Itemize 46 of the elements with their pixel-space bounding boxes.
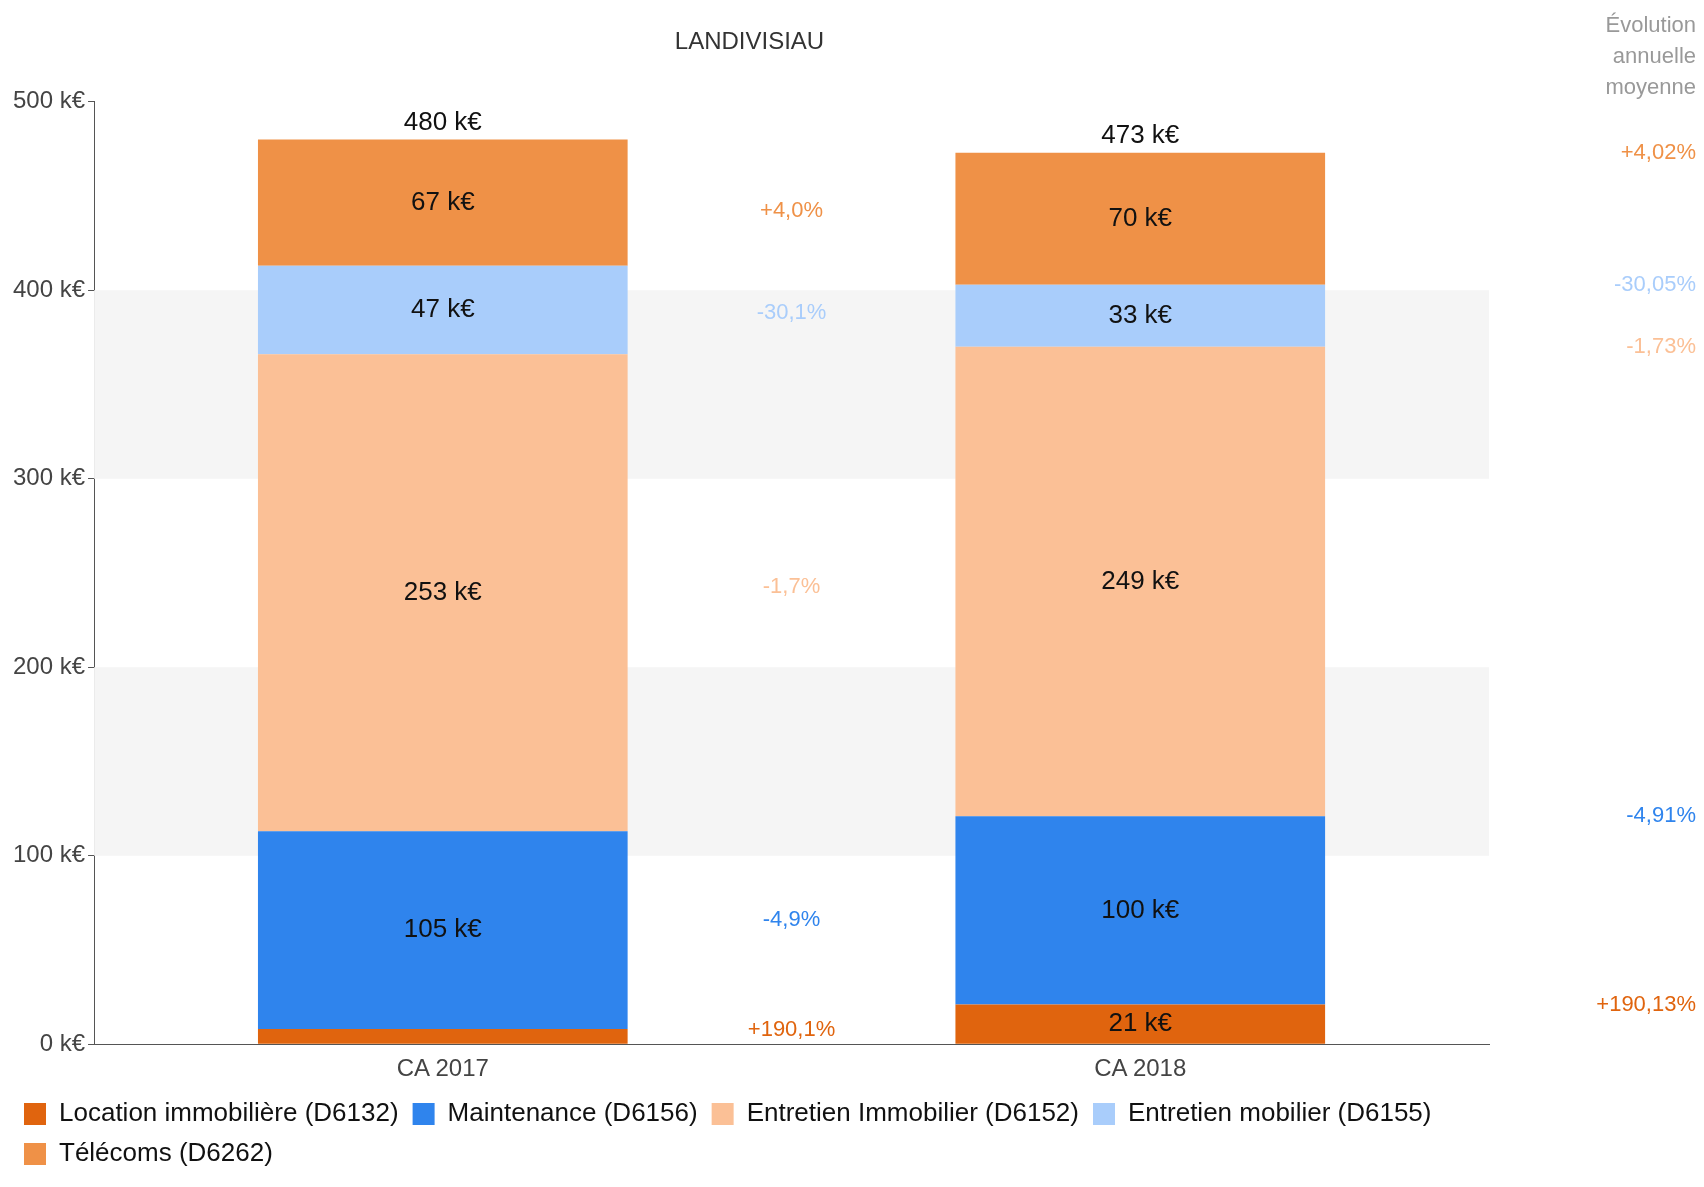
annotation: -4,9%: [762, 906, 821, 932]
y-tick-label: 200 k€: [13, 651, 86, 679]
y-tick-label: 500 k€: [13, 86, 86, 114]
data-label: 100 k€: [1101, 893, 1180, 924]
data-label: 70 k€: [1108, 201, 1173, 232]
text: +190,13%: [1596, 990, 1696, 1016]
total-label: 473 k€: [1101, 118, 1180, 149]
bar: [955, 816, 1326, 1005]
text: -1,73%: [1626, 332, 1696, 358]
annotation: +190,1%: [747, 1016, 836, 1042]
data-label: 249 k€: [1101, 564, 1180, 595]
bar: [257, 265, 628, 355]
data-label: 67 k€: [410, 185, 476, 216]
annotation: -1,7%: [762, 573, 821, 599]
text: Évolution annuelle moyenne: [1605, 12, 1696, 100]
data-label: 253 k€: [403, 575, 483, 606]
data-label: 105 k€: [403, 913, 483, 944]
legend-label: Entretien mobilier (D6155): [1127, 1097, 1432, 1128]
annotation: +4,0%: [760, 196, 824, 222]
x-tick-label: CA 2018: [1094, 1054, 1187, 1082]
data-label: 47 k€: [410, 293, 476, 324]
y-tick-label: 400 k€: [13, 274, 86, 302]
bar: [257, 831, 628, 1030]
text: +4,02%: [1620, 138, 1696, 164]
data-label: 33 k€: [1108, 298, 1173, 329]
bar: [955, 284, 1326, 347]
bar: [955, 346, 1326, 817]
bar: [257, 139, 628, 266]
annotation: -30,1%: [756, 298, 827, 324]
text: -4,91%: [1626, 802, 1696, 828]
legend-label: Maintenance (D6156): [447, 1097, 698, 1128]
bar: [257, 354, 628, 832]
bar: [257, 1029, 628, 1044]
legend-label: Location immobilière (D6132): [59, 1097, 399, 1128]
legend-label: Entretien Immobilier (D6152): [746, 1097, 1079, 1128]
y-tick-label: 100 k€: [13, 840, 86, 868]
total-label: 480 k€: [403, 105, 483, 136]
chart-title: LANDIVISIAU: [674, 27, 825, 55]
bar: [955, 152, 1326, 285]
x-tick-label: CA 2017: [396, 1054, 489, 1082]
text: -30,05%: [1614, 270, 1696, 296]
y-tick-label: 0 k€: [39, 1028, 86, 1056]
y-tick-label: 300 k€: [13, 463, 86, 491]
bar: [955, 1004, 1326, 1044]
legend-label: Télécoms (D6262): [59, 1137, 273, 1168]
data-label: 21 k€: [1108, 1007, 1173, 1038]
